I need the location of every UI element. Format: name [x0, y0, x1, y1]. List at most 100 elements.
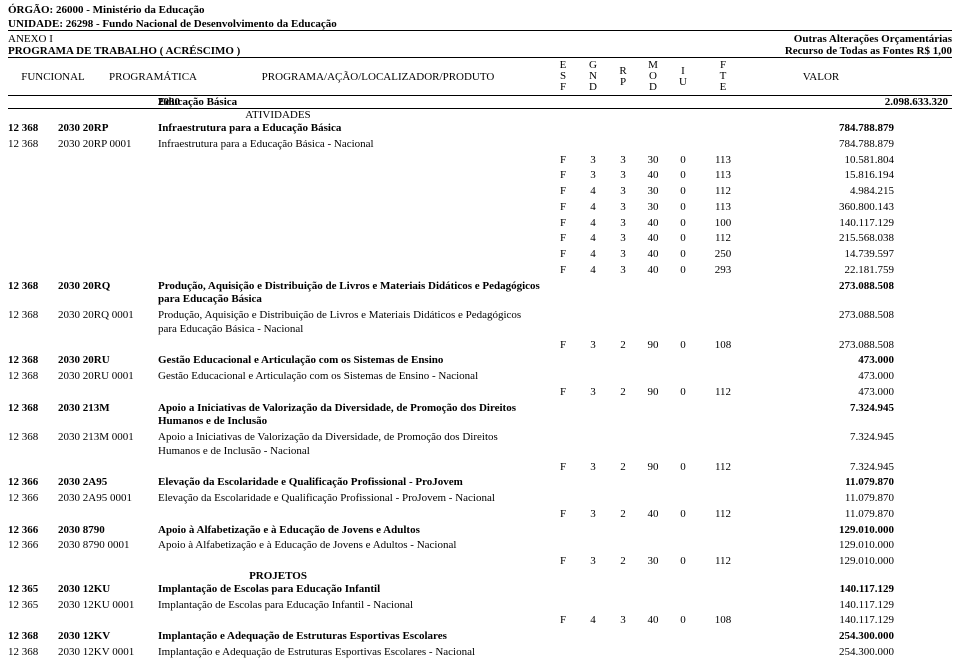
- cell-mod: 40: [638, 508, 668, 522]
- cell-funcional: 12 368: [8, 630, 58, 644]
- cell-valor: 140.117.129: [748, 217, 898, 231]
- anexo-label: ANEXO I: [8, 33, 53, 45]
- col-rp: R P: [608, 66, 638, 88]
- cell-fte: 100: [698, 217, 748, 231]
- cell-programatica: 2030 12KV: [58, 630, 158, 644]
- table-row: 12 3682030 20RU 0001Gestão Educacional e…: [8, 369, 952, 385]
- cell-iu: 0: [668, 248, 698, 262]
- cell-desc: Implantação e Adequação de Estruturas Es…: [158, 630, 548, 644]
- col-mod: M O D: [638, 60, 668, 93]
- cell-funcional: 12 368: [8, 280, 58, 294]
- cell-valor: 11.079.870: [748, 508, 898, 522]
- cell-gnd: 3: [578, 154, 608, 168]
- cell-funcional: 12 366: [8, 524, 58, 538]
- cell-esf: F: [548, 185, 578, 199]
- cell-valor: 7.324.945: [748, 402, 898, 416]
- projetos-container: 12 3652030 12KUImplantação de Escolas pa…: [8, 582, 952, 661]
- cell-programatica: 2030 20RP: [58, 122, 158, 136]
- cell-gnd: 4: [578, 264, 608, 278]
- cell-iu: 0: [668, 264, 698, 278]
- cell-iu: 0: [668, 508, 698, 522]
- table-row: F3240011211.079.870: [8, 507, 952, 523]
- fte-2: E: [698, 82, 748, 93]
- cell-gnd: 4: [578, 217, 608, 231]
- table-row: 12 3662030 8790 0001Apoio à Alfabetizaçã…: [8, 538, 952, 554]
- cell-valor: 14.739.597: [748, 248, 898, 262]
- cell-valor: 473.000: [748, 354, 898, 368]
- projetos-header: PROJETOS: [8, 570, 548, 582]
- table-header-row: FUNCIONAL PROGRAMÁTICA PROGRAMA/AÇÃO/LOC…: [8, 57, 952, 96]
- cell-desc: Elevação da Escolaridade e Qualificação …: [158, 492, 548, 506]
- cell-valor: 7.324.945: [748, 461, 898, 475]
- cell-rp: 2: [608, 386, 638, 400]
- cell-rp: 3: [608, 248, 638, 262]
- cell-programatica: 2030 8790: [58, 524, 158, 538]
- cell-fte: 112: [698, 185, 748, 199]
- cell-funcional: 12 368: [8, 122, 58, 136]
- cell-mod: 90: [638, 339, 668, 353]
- col-fte: F T E: [698, 60, 748, 93]
- section-2030: 2030 Educação Básica 2.098.633.320: [8, 96, 952, 109]
- cell-iu: 0: [668, 232, 698, 246]
- cell-funcional: 12 365: [8, 599, 58, 613]
- cell-valor: 129.010.000: [748, 524, 898, 538]
- table-row: 12 3662030 8790Apoio à Alfabetização e à…: [8, 523, 952, 539]
- cell-iu: 0: [668, 339, 698, 353]
- cell-desc: Implantação de Escolas para Educação Inf…: [158, 599, 548, 613]
- cell-gnd: 4: [578, 201, 608, 215]
- cell-valor: 254.300.000: [748, 646, 898, 660]
- table-row: F32300112129.010.000: [8, 554, 952, 570]
- cell-funcional: 12 366: [8, 539, 58, 553]
- cell-rp: 2: [608, 339, 638, 353]
- table-row: 12 3652030 12KUImplantação de Escolas pa…: [8, 582, 952, 598]
- section-valor: 2.098.633.320: [802, 96, 952, 108]
- cell-fte: 113: [698, 154, 748, 168]
- cell-esf: F: [548, 248, 578, 262]
- table-row: 12 3662030 2A95 0001Elevação da Escolari…: [8, 491, 952, 507]
- cell-valor: 784.788.879: [748, 138, 898, 152]
- cell-funcional: 12 368: [8, 309, 58, 323]
- cell-valor: 273.088.508: [748, 280, 898, 294]
- cell-esf: F: [548, 461, 578, 475]
- cell-mod: 40: [638, 248, 668, 262]
- gnd-2: D: [578, 82, 608, 93]
- cell-valor: 15.816.194: [748, 169, 898, 183]
- table-row: 12 3682030 20RP 0001Infraestrutura para …: [8, 137, 952, 153]
- cell-desc: Gestão Educacional e Articulação com os …: [158, 354, 548, 368]
- cell-programatica: 2030 2A95 0001: [58, 492, 158, 506]
- cell-mod: 30: [638, 185, 668, 199]
- programa-trabalho-label: PROGRAMA DE TRABALHO ( ACRÉSCIMO ): [8, 45, 240, 57]
- page: ÓRGÃO: 26000 - Ministério da Educação UN…: [0, 0, 960, 665]
- cell-gnd: 3: [578, 169, 608, 183]
- rp-0: R: [608, 66, 638, 77]
- cell-programatica: 2030 20RP 0001: [58, 138, 158, 152]
- cell-programatica: 2030 20RQ 0001: [58, 309, 158, 323]
- cell-programatica: 2030 20RQ: [58, 280, 158, 294]
- cell-rp: 3: [608, 614, 638, 628]
- cell-valor: 273.088.508: [748, 309, 898, 323]
- cell-esf: F: [548, 169, 578, 183]
- cell-desc: Produção, Aquisição e Distribuição de Li…: [158, 280, 548, 308]
- cell-funcional: 12 368: [8, 402, 58, 416]
- rows-container: 12 3682030 20RPInfraestrutura para a Edu…: [8, 121, 952, 570]
- cell-desc: Apoio a Iniciativas de Valorização da Di…: [158, 402, 548, 430]
- table-row: 12 3682030 12KV 0001Implantação e Adequa…: [8, 645, 952, 661]
- cell-funcional: 12 368: [8, 138, 58, 152]
- cell-valor: 273.088.508: [748, 339, 898, 353]
- iu-0: I: [668, 66, 698, 77]
- table-row: F43400100140.117.129: [8, 216, 952, 232]
- cell-gnd: 4: [578, 248, 608, 262]
- outras-label: Outras Alterações Orçamentárias: [794, 33, 952, 45]
- cell-rp: 2: [608, 555, 638, 569]
- cell-mod: 40: [638, 264, 668, 278]
- cell-gnd: 3: [578, 386, 608, 400]
- cell-rp: 3: [608, 264, 638, 278]
- table-row: F43400108140.117.129: [8, 613, 952, 629]
- iu-1: U: [668, 77, 698, 88]
- cell-mod: 40: [638, 217, 668, 231]
- unidade-line: UNIDADE: 26298 - Fundo Nacional de Desen…: [8, 18, 952, 31]
- table-row: F3340011315.816.194: [8, 168, 952, 184]
- cell-iu: 0: [668, 201, 698, 215]
- cell-valor: 10.581.804: [748, 154, 898, 168]
- cell-fte: 112: [698, 555, 748, 569]
